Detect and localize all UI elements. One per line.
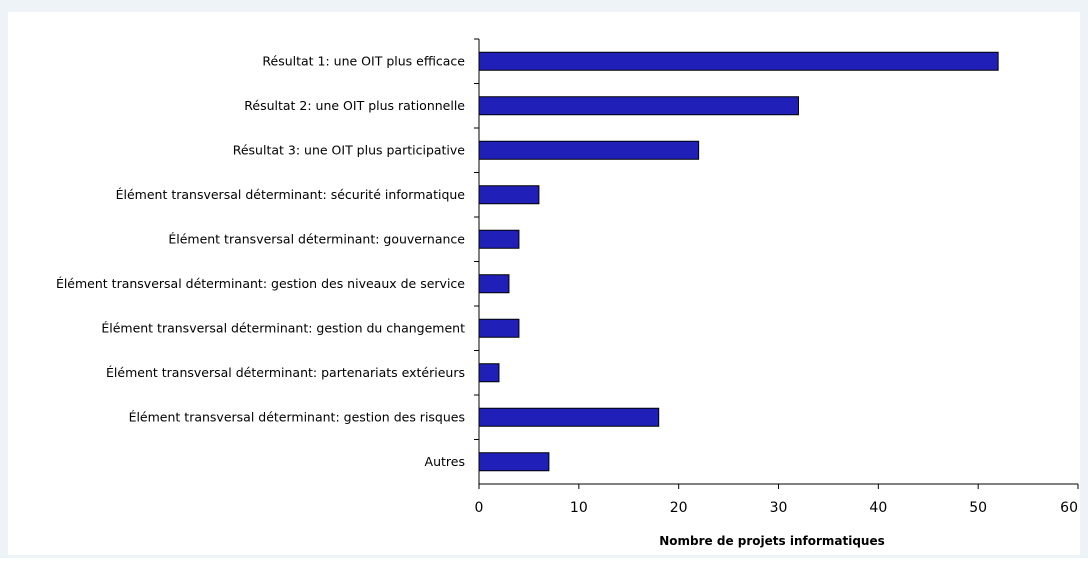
category-label: Élément transversal déterminant: gouvern…	[168, 231, 465, 246]
category-label: Élément transversal déterminant: partena…	[106, 365, 465, 380]
category-label: Autres	[425, 454, 465, 469]
x-tick-label: 60	[1060, 500, 1078, 516]
category-label: Élément transversal déterminant: sécurit…	[116, 187, 466, 202]
x-tick-label: 0	[475, 500, 484, 516]
x-tick-label: 50	[969, 500, 987, 516]
x-axis-title: Nombre de projets informatiques	[659, 534, 885, 548]
x-tick-label: 30	[770, 500, 788, 516]
axes-layer	[474, 38, 1079, 489]
category-label: Élément transversal déterminant: gestion…	[56, 276, 465, 291]
x-tick-label: 20	[670, 500, 688, 516]
bar	[478, 363, 500, 383]
category-label: Élément transversal déterminant: gestion…	[129, 409, 465, 424]
bar	[478, 140, 700, 160]
bar	[478, 96, 799, 116]
x-tick-label: 10	[570, 500, 588, 516]
bar	[478, 318, 520, 338]
category-label: Résultat 2: une OIT plus rationnelle	[244, 98, 465, 113]
bar	[478, 185, 540, 205]
bar	[478, 452, 550, 472]
bar	[478, 51, 999, 71]
category-labels: Résultat 1: une OIT plus efficace Résulta…	[56, 53, 465, 469]
x-tick-label: 40	[869, 500, 887, 516]
bar	[478, 407, 660, 427]
category-label: Élément transversal déterminant: gestion…	[101, 320, 465, 335]
category-label: Résultat 1: une OIT plus efficace	[262, 53, 465, 68]
x-tick-labels: 0 10 20 30 40 50 60	[475, 500, 1078, 516]
bar	[478, 274, 510, 294]
category-label: Résultat 3: une OIT plus participative	[233, 142, 466, 157]
bar	[478, 229, 520, 249]
